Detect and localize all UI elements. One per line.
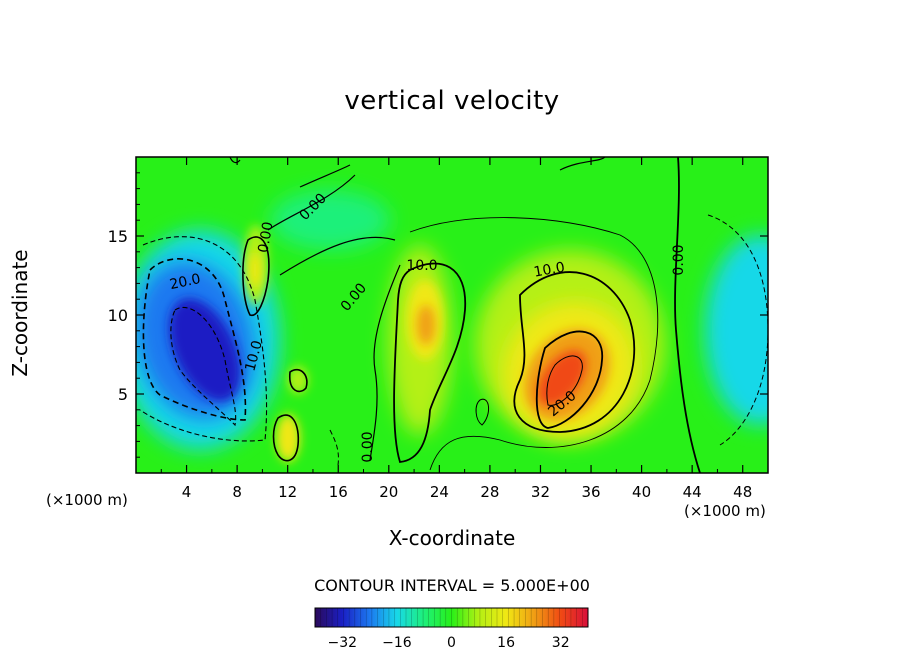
x-tick-label: 24 [430,483,449,501]
x-tick-label: 12 [278,483,297,501]
contour-20-main [535,330,603,429]
colorbar-ramp [314,607,589,628]
x-tick-label: 36 [581,483,600,501]
colorbar-tick-label: 32 [552,635,570,651]
x-tick-label: 28 [480,483,499,501]
y-axis: 5 10 15 [108,172,768,458]
updraft-second-core [417,305,435,345]
colorbar-tick-label: −16 [382,635,412,651]
updraft-cell-low [276,414,300,462]
colorbar-tick-label: −32 [328,635,358,651]
updraft-narrow-core [249,252,261,288]
x-axis: 4 8 12 16 20 24 28 32 36 40 44 48 [160,157,752,501]
y-tick-label: 15 [108,227,128,246]
x-unit-label-left: (×1000 m) [46,491,128,509]
contour-label: 20.0 [168,271,202,293]
contour-5-narrow [242,236,270,316]
contour-5-mid [289,368,308,393]
contour-neg-small [329,429,339,466]
contour-5-low [272,414,300,462]
contour-neg10 [139,236,268,442]
contour-label: 10.0 [242,339,266,373]
contour-zero-mid [369,264,401,461]
contour-label: 10.0 [406,258,437,274]
x-tick-label: 40 [632,483,651,501]
contour-zero-edge [229,157,241,164]
contour-neg20 [142,258,247,421]
contour-5-main [409,217,659,471]
chart-title: vertical velocity [344,86,560,116]
x-tick-label: 8 [232,483,242,501]
contour-label: 10.0 [533,259,566,280]
contour-10-second [393,262,466,463]
downdraft-east [705,235,768,425]
contour-zero-east [674,157,701,473]
contour-interval-label: CONTOUR INTERVAL = 5.000E+00 [314,576,590,595]
y-tick-label: 5 [118,385,128,404]
x-tick-label: 4 [182,483,192,501]
updraft-main-core [537,350,587,406]
contour-label: 0.00 [255,221,276,254]
colorbar: −32 −16 0 16 32 [314,607,589,651]
contour-25-main [546,355,583,406]
contour-zero-top [299,164,351,188]
x-unit-label-right: (×1000 m) [684,502,766,520]
contour-small-cell [475,398,489,426]
x-tick-label: 44 [683,483,702,501]
y-axis-label: Z-coordinate [8,249,32,377]
x-tick-label: 20 [379,483,398,501]
y-tick-label: 10 [108,306,128,325]
contour-zero-top-right [559,157,606,171]
cyan-band-upper [270,190,390,250]
downdraft-west-core [169,298,241,402]
contour-10-main [513,271,636,433]
contour-label: 0.00 [360,431,376,462]
x-tick-label: 32 [531,483,550,501]
colorbar-tick-label: 16 [497,635,515,651]
contour-label: 0.00 [671,244,687,275]
x-axis-label: X-coordinate [388,526,516,550]
contour-zero-upper [267,174,396,276]
colorbar-tick-label: 0 [447,635,456,651]
x-tick-label: 48 [733,483,752,501]
heatmap-field [136,157,768,473]
x-tick-label: 16 [329,483,348,501]
contour-neg25 [170,306,237,427]
